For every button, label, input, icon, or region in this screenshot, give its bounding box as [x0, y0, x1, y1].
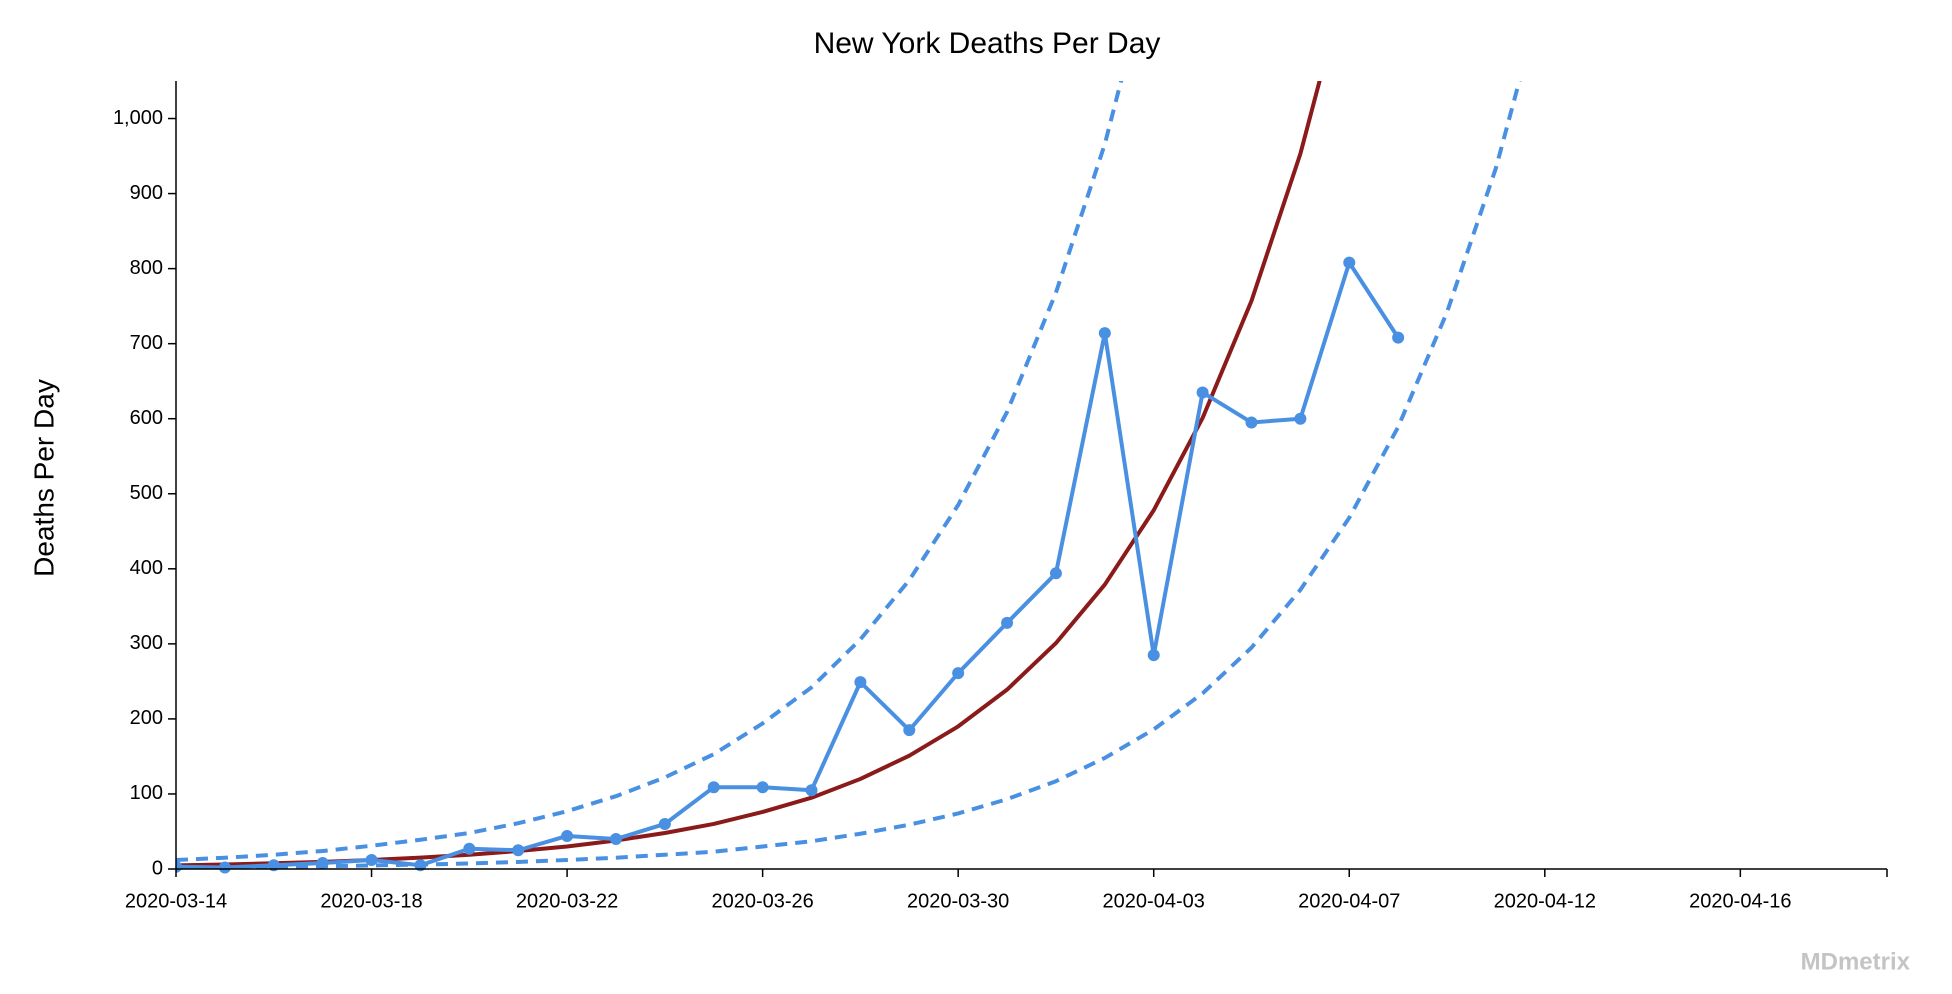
data-point	[1049, 567, 1062, 580]
x-tick-label: 2020-04-12	[1494, 890, 1596, 912]
data-point	[1294, 412, 1307, 425]
x-tick-label: 2020-04-07	[1298, 890, 1400, 912]
series-line	[176, 81, 1322, 868]
data-point	[267, 859, 280, 872]
y-tick-label: 800	[130, 257, 163, 279]
data-point	[1098, 327, 1111, 340]
data-point	[316, 856, 329, 869]
data-point	[1245, 416, 1258, 429]
y-tick-label: 300	[130, 632, 163, 654]
data-point	[658, 817, 671, 830]
y-axis-label: Deaths Per Day	[28, 379, 59, 577]
y-tick-label: 700	[130, 332, 163, 354]
data-point	[1196, 386, 1209, 399]
data-point	[512, 844, 525, 857]
data-point	[414, 859, 427, 872]
x-tick-label: 2020-03-18	[320, 890, 422, 912]
series-line	[176, 81, 1522, 870]
x-tick-label: 2020-03-30	[907, 890, 1009, 912]
watermark: MDmetrix	[1801, 948, 1911, 975]
series-line	[176, 260, 1400, 870]
plot-area	[176, 81, 1522, 874]
data-point	[1392, 331, 1405, 344]
data-point	[903, 724, 916, 737]
x-tick-label: 2020-04-16	[1689, 890, 1791, 912]
y-tick-label: 200	[130, 707, 163, 729]
y-tick-label: 100	[130, 782, 163, 804]
data-point	[1343, 256, 1356, 269]
data-point	[561, 829, 574, 842]
x-tick-label: 2020-03-26	[711, 890, 813, 912]
data-point	[1001, 616, 1014, 629]
y-tick-label: 400	[130, 557, 163, 579]
data-point	[952, 667, 965, 680]
data-point	[707, 781, 720, 794]
y-tick-label: 600	[130, 407, 163, 429]
data-point	[1147, 649, 1160, 662]
y-tick-label: 900	[130, 182, 163, 204]
chart-title: New York Deaths Per Day	[814, 27, 1161, 60]
x-tick-label: 2020-03-22	[516, 890, 618, 912]
x-tick-label: 2020-04-03	[1103, 890, 1205, 912]
x-tick-label: 2020-03-14	[125, 890, 227, 912]
y-tick-label: 0	[152, 857, 163, 879]
y-tick-label: 1,000	[113, 107, 163, 129]
data-point	[218, 861, 231, 874]
y-tick-label: 500	[130, 482, 163, 504]
data-point	[854, 676, 867, 689]
data-point	[756, 781, 769, 794]
series-line	[176, 81, 1124, 862]
data-point	[609, 832, 622, 845]
data-point	[805, 784, 818, 797]
data-point	[365, 853, 378, 866]
data-point	[463, 842, 476, 855]
